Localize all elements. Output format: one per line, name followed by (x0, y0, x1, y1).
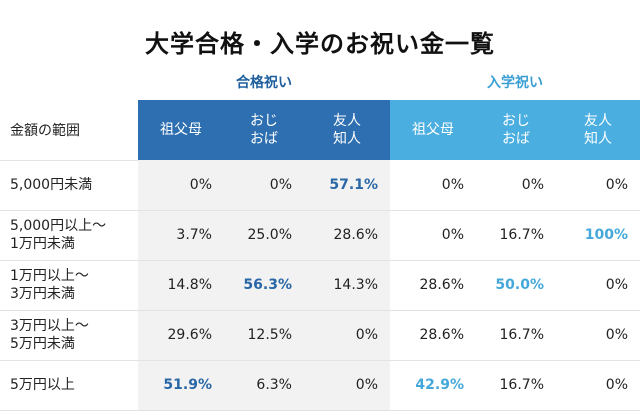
table-cell: 29.6% (138, 310, 224, 361)
table-cell: 12.5% (224, 310, 304, 361)
row-label: 1万円以上〜 3万円未満 (0, 260, 138, 311)
gift-money-table: 金額の範囲 祖父母 おじ おば 友人 知人 祖父母 おじ おば 友人 知人 5,000円… (0, 100, 640, 411)
row-label: 3万円以上〜 5万円未満 (0, 310, 138, 361)
col-header: 友人 知人 (304, 100, 390, 160)
table-cell: 51.9% (138, 360, 224, 411)
table-cell: 0% (138, 160, 224, 211)
table-cell: 42.9% (390, 360, 476, 411)
table-cell: 16.7% (476, 210, 556, 261)
col-header: おじ おば (476, 100, 556, 160)
table-cell: 0% (556, 160, 640, 211)
row-label: 5,000円未満 (0, 160, 138, 211)
table-cell: 25.0% (224, 210, 304, 261)
table-cell: 14.3% (304, 260, 390, 311)
table-cell: 0% (390, 210, 476, 261)
table-cell: 0% (556, 260, 640, 311)
col-header: おじ おば (224, 100, 304, 160)
table-row: 3万円以上〜 5万円未満 29.6% 12.5% 0% 28.6% 16.7% 0% (0, 310, 640, 361)
col-header: 友人 知人 (556, 100, 640, 160)
col-header: 祖父母 (390, 100, 476, 160)
table-cell: 50.0% (476, 260, 556, 311)
table-cell: 28.6% (390, 310, 476, 361)
table-cell: 0% (556, 310, 640, 361)
table-cell: 14.8% (138, 260, 224, 311)
row-label: 5万円以上 (0, 360, 138, 411)
row-label: 5,000円以上〜 1万円未満 (0, 210, 138, 261)
group-header-gokaku: 合格祝い (236, 75, 292, 91)
page-title: 大学合格・入学のお祝い金一覧 (145, 30, 495, 58)
table-row: 5,000円未満 0% 0% 57.1% 0% 0% 0% (0, 160, 640, 211)
table-row: 1万円以上〜 3万円未満 14.8% 56.3% 14.3% 28.6% 50.0% 0% (0, 260, 640, 311)
table-cell: 28.6% (304, 210, 390, 261)
table-cell: 100% (556, 210, 640, 261)
row-header-label: 金額の範囲 (0, 100, 138, 161)
table-cell: 16.7% (476, 360, 556, 411)
table-cell: 0% (304, 360, 390, 411)
group-header-nyugaku: 入学祝い (487, 75, 543, 91)
col-header: 祖父母 (138, 100, 224, 160)
table-cell: 0% (476, 160, 556, 211)
table-cell: 6.3% (224, 360, 304, 411)
table-cell: 0% (304, 310, 390, 361)
table-cell: 57.1% (304, 160, 390, 211)
table-cell: 28.6% (390, 260, 476, 311)
table-cell: 16.7% (476, 310, 556, 361)
table-row: 5万円以上 51.9% 6.3% 0% 42.9% 16.7% 0% (0, 360, 640, 411)
table-cell: 3.7% (138, 210, 224, 261)
table-row: 5,000円以上〜 1万円未満 3.7% 25.0% 28.6% 0% 16.7% 100% (0, 210, 640, 261)
table-header-row: 金額の範囲 祖父母 おじ おば 友人 知人 祖父母 おじ おば 友人 知人 (0, 100, 640, 161)
table-cell: 56.3% (224, 260, 304, 311)
table-cell: 0% (390, 160, 476, 211)
table-cell: 0% (224, 160, 304, 211)
table-cell: 0% (556, 360, 640, 411)
